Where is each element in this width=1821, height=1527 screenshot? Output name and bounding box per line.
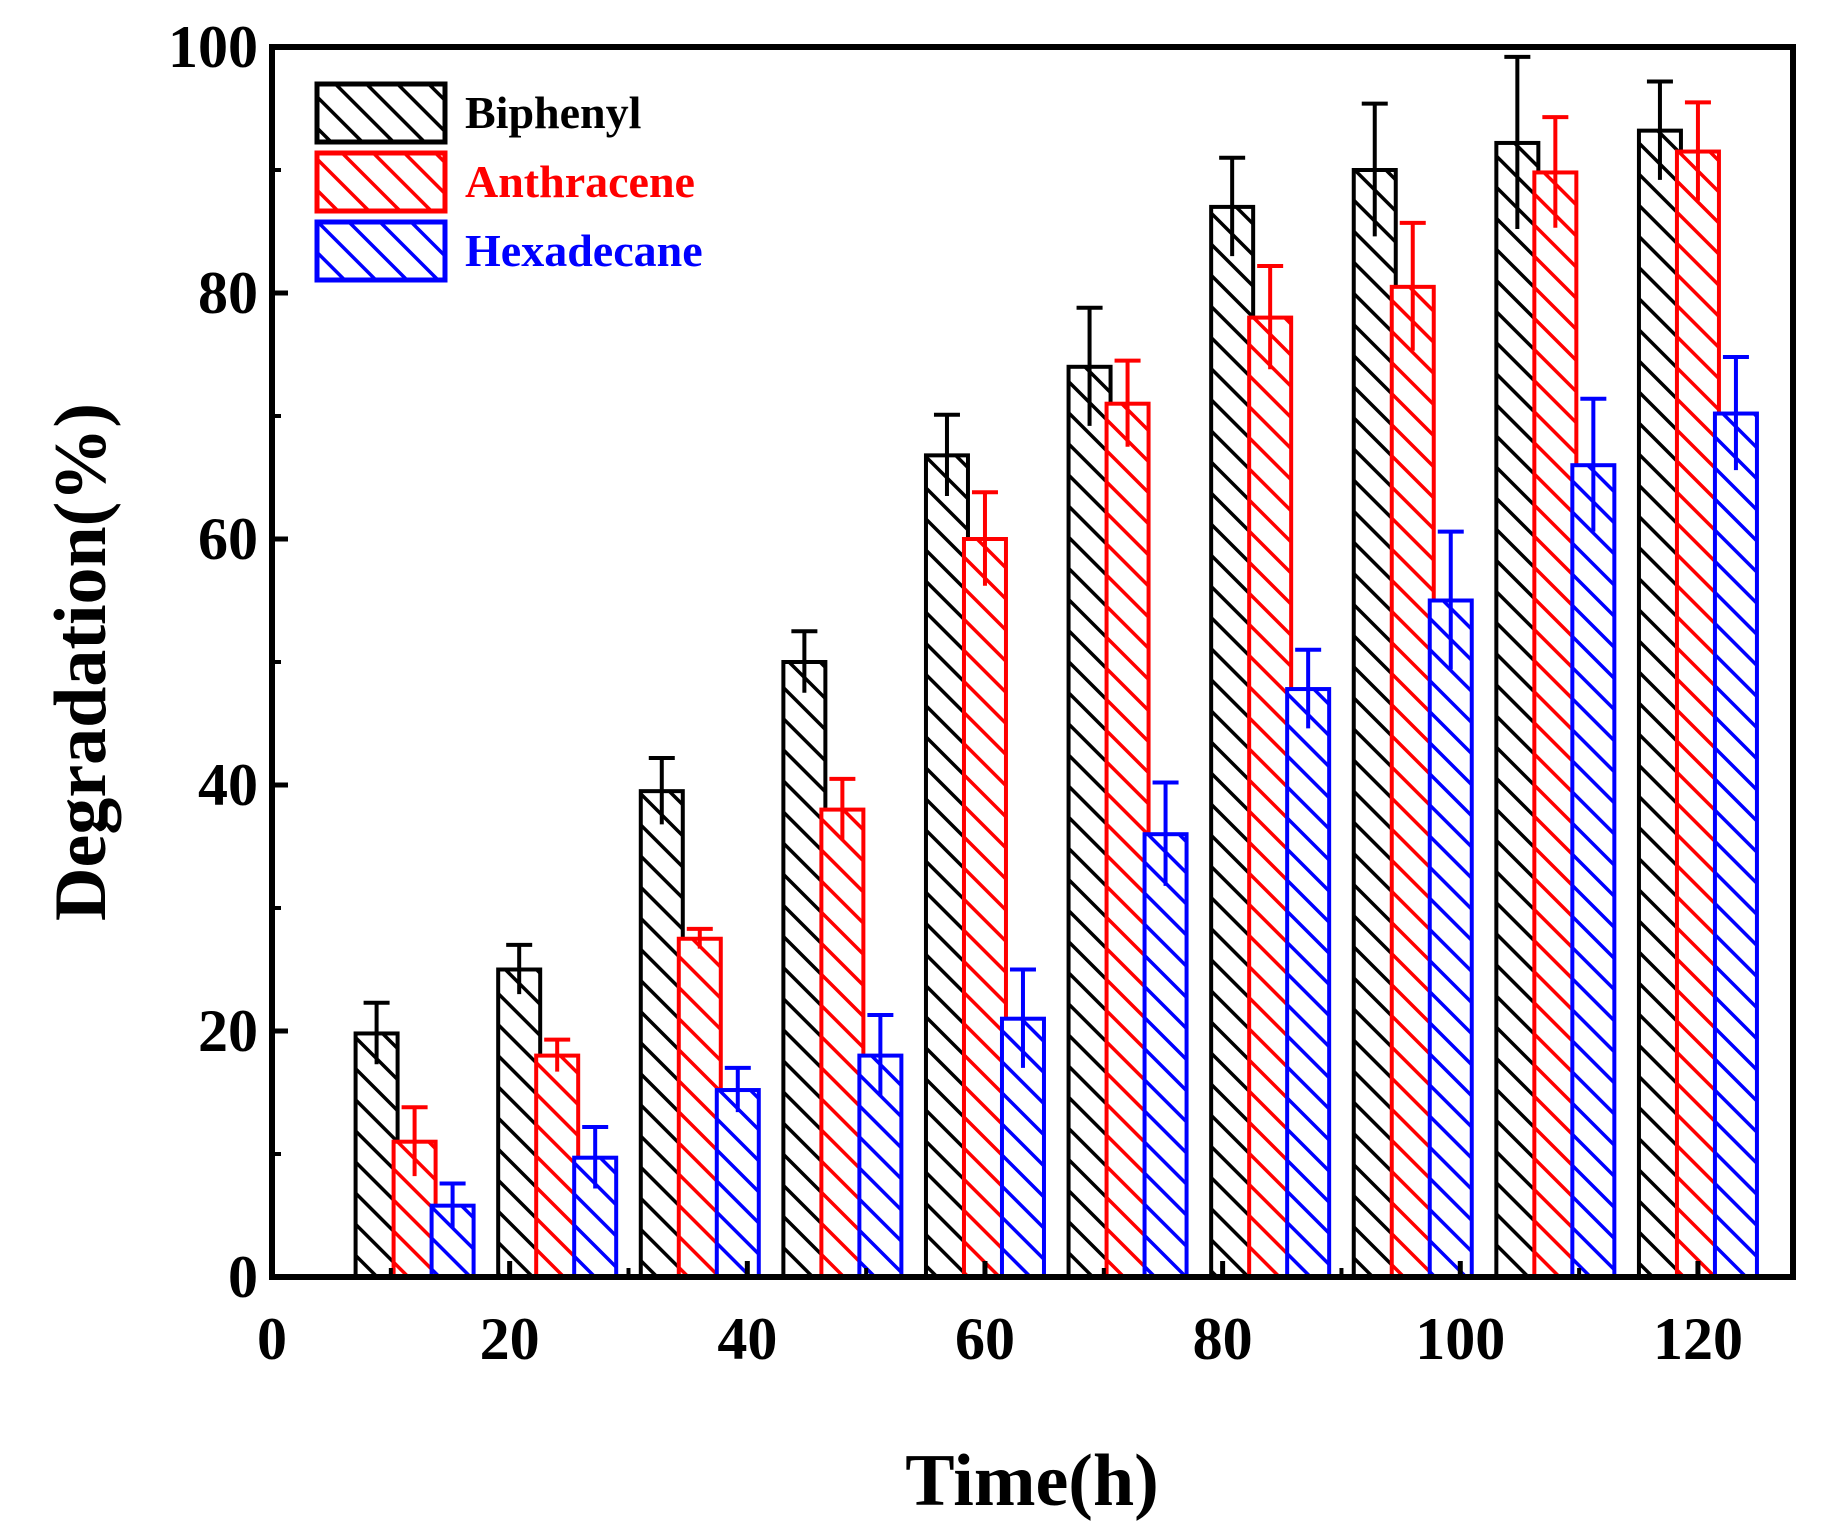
x-tick-label-60: 60: [955, 1306, 1015, 1372]
y-axis-title: Degradation(%): [40, 403, 122, 921]
error-bar-biphenyl-120h: [1646, 79, 1673, 180]
bar-hexadecane-96h: [1427, 598, 1474, 1279]
bar-anthracene-84h: [1247, 315, 1294, 1280]
error-bar-hexadecane-24h: [582, 1124, 609, 1189]
y-tick-label-0: 0: [228, 1244, 258, 1310]
bar-hexadecane-48h: [857, 1053, 904, 1279]
error-bar-anthracene-108h: [1542, 115, 1569, 228]
y-tick-label-40: 40: [198, 752, 258, 818]
error-bar-hexadecane-96h: [1437, 529, 1464, 670]
error-bar-anthracene-72h: [1114, 358, 1141, 447]
error-bar-hexadecane-108h: [1580, 396, 1607, 532]
y-tick-label-60: 60: [198, 506, 258, 572]
legend-swatch-hexadecane: [314, 219, 448, 283]
bar-anthracene-120h: [1674, 149, 1721, 1279]
y-tick-label-100: 100: [168, 14, 258, 80]
error-bar-hexadecane-72h: [1152, 780, 1179, 886]
bar-biphenyl-72h: [1066, 364, 1113, 1279]
x-tick-label-100: 100: [1415, 1306, 1505, 1372]
error-bar-anthracene-12h: [401, 1105, 428, 1177]
error-bar-biphenyl-60h: [933, 412, 960, 496]
error-bar-anthracene-48h: [829, 776, 856, 841]
error-bar-anthracene-24h: [544, 1037, 571, 1072]
bar-biphenyl-24h: [496, 967, 543, 1279]
legend-swatch-biphenyl: [314, 81, 448, 145]
bar-anthracene-60h: [961, 537, 1008, 1279]
error-bar-anthracene-84h: [1257, 263, 1284, 370]
bar-anthracene-24h: [534, 1053, 581, 1279]
x-tick-label-0: 0: [257, 1306, 287, 1372]
error-bar-biphenyl-84h: [1219, 155, 1246, 257]
error-bar-biphenyl-48h: [791, 629, 818, 693]
legend-label-hexadecane: Hexadecane: [465, 225, 703, 276]
legend-swatch-anthracene: [314, 150, 448, 214]
error-bar-biphenyl-12h: [363, 1000, 390, 1065]
error-bar-biphenyl-36h: [648, 755, 675, 825]
error-bar-biphenyl-72h: [1076, 305, 1103, 426]
error-bar-hexadecane-36h: [724, 1065, 751, 1113]
error-bar-anthracene-120h: [1684, 100, 1711, 201]
ticks-layer: 0 20 40 60 80 100 0 20 40 60 80 100 120: [168, 14, 1743, 1372]
bar-biphenyl-84h: [1209, 204, 1256, 1279]
y-tick-label-20: 20: [198, 998, 258, 1064]
bar-biphenyl-96h: [1351, 168, 1398, 1279]
bar-hexadecane-108h: [1570, 463, 1617, 1279]
error-bar-hexadecane-48h: [867, 1013, 894, 1097]
error-bar-anthracene-96h: [1399, 220, 1426, 351]
x-tick-label-120: 120: [1653, 1306, 1743, 1372]
bar-biphenyl-48h: [781, 660, 828, 1279]
bar-anthracene-96h: [1389, 284, 1436, 1280]
bar-anthracene-36h: [676, 936, 723, 1279]
error-bar-hexadecane-12h: [439, 1181, 466, 1228]
bar-biphenyl-60h: [923, 453, 970, 1279]
legend-label-anthracene: Anthracene: [465, 156, 695, 207]
bar-anthracene-48h: [819, 807, 866, 1279]
bar-anthracene-72h: [1104, 401, 1151, 1279]
bar-biphenyl-120h: [1636, 128, 1683, 1279]
legend-label-biphenyl: Biphenyl: [465, 87, 641, 138]
bars-layer: [353, 128, 1759, 1280]
legend: Biphenyl Anthracene Hexadecane: [314, 81, 703, 283]
x-tick-label-40: 40: [717, 1306, 777, 1372]
bar-anthracene-108h: [1532, 170, 1579, 1280]
error-bar-biphenyl-108h: [1504, 54, 1531, 230]
error-bar-biphenyl-24h: [506, 942, 533, 995]
bar-hexadecane-120h: [1712, 411, 1759, 1280]
error-bar-hexadecane-120h: [1722, 354, 1749, 471]
error-bar-anthracene-60h: [971, 490, 998, 586]
bar-biphenyl-108h: [1494, 140, 1541, 1280]
x-axis-title: Time(h): [905, 1440, 1159, 1522]
x-tick-label-80: 80: [1193, 1306, 1253, 1372]
bar-biphenyl-36h: [638, 789, 685, 1280]
y-tick-label-80: 80: [198, 260, 258, 326]
error-bar-biphenyl-96h: [1361, 101, 1388, 237]
error-bar-anthracene-36h: [686, 926, 713, 949]
x-tick-label-20: 20: [480, 1306, 540, 1372]
bar-hexadecane-72h: [1142, 832, 1189, 1279]
error-bars-layer: [363, 54, 1749, 1228]
error-bar-hexadecane-84h: [1295, 647, 1322, 729]
bar-hexadecane-36h: [714, 1088, 761, 1280]
bar-hexadecane-84h: [1285, 687, 1332, 1279]
error-bar-hexadecane-60h: [1009, 967, 1036, 1068]
bar-biphenyl-12h: [353, 1031, 400, 1279]
